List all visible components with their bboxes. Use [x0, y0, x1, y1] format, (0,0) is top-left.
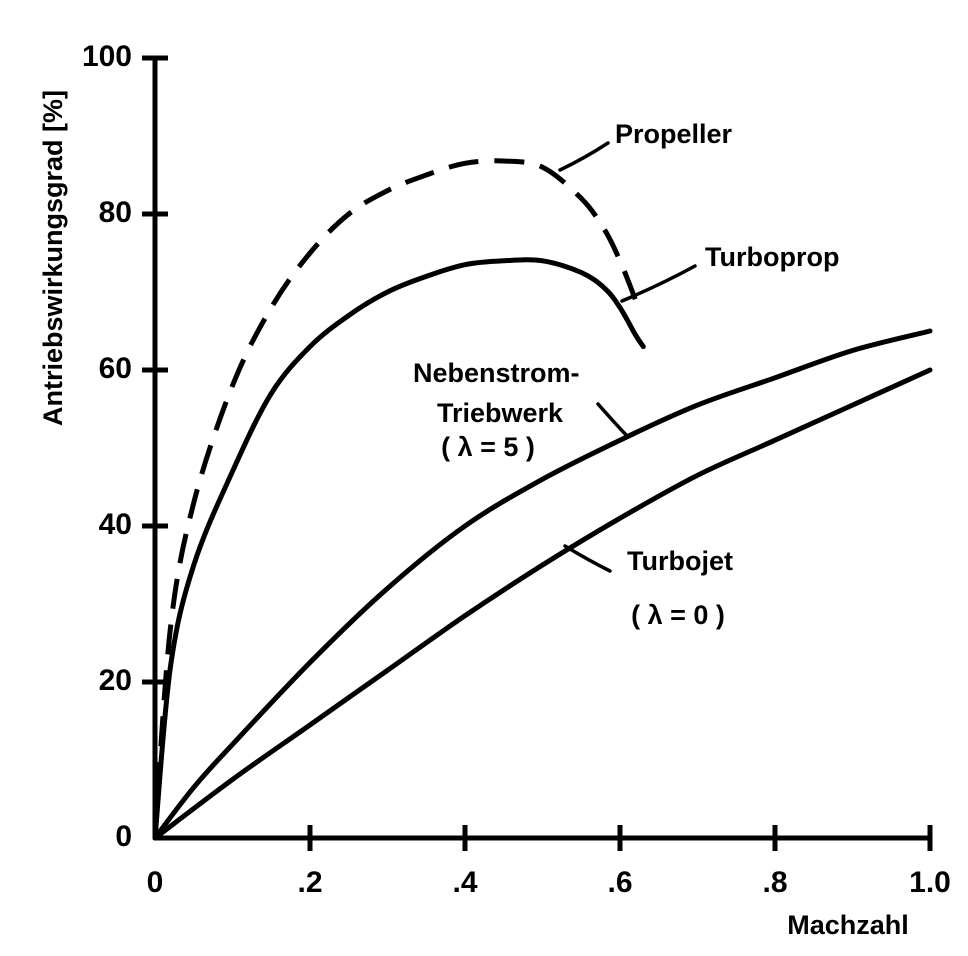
- leader-propeller: [558, 141, 610, 172]
- x-tick-label: 1.0: [909, 866, 951, 899]
- leader-turbojet: [563, 544, 612, 573]
- axes: [152, 55, 933, 841]
- series-line-turbojet: [152, 367, 933, 841]
- ticks: [142, 55, 933, 851]
- y-tick-label: 80: [99, 196, 132, 229]
- series-line-turboprop: [152, 257, 646, 841]
- series-sublabel-nebenstrom: ( λ = 5 ): [441, 432, 535, 462]
- leader-nebenstrom: [596, 402, 630, 439]
- y-tick-label: 20: [99, 664, 132, 697]
- series-label-turbojet: Turbojet: [627, 546, 733, 576]
- y-tick-label: 0: [115, 820, 132, 853]
- series-label-propeller: Propeller: [615, 119, 733, 149]
- label-leaders: [558, 141, 697, 573]
- leader-turboprop: [620, 264, 697, 303]
- series-line-propeller: [152, 158, 638, 839]
- x-tick-label: .2: [297, 866, 322, 899]
- series-line-nebenstrom: [152, 328, 933, 841]
- y-tick-label: 60: [99, 352, 132, 385]
- tick-labels: 0 .2 .4 .6 .8 1.0 0 20 40 60 80 100: [82, 40, 951, 899]
- y-axis-title: Antriebswirkungsgrad [%]: [38, 90, 68, 426]
- x-tick-label: .8: [762, 866, 787, 899]
- x-tick-label: .6: [607, 866, 632, 899]
- series-label-nebenstrom: Nebenstrom- Triebwerk: [413, 358, 587, 428]
- series-sublabel-turbojet: ( λ = 0 ): [631, 600, 725, 630]
- series-label-turboprop: Turboprop: [705, 242, 839, 272]
- y-tick-label: 100: [82, 40, 132, 73]
- x-tick-label: .4: [452, 866, 477, 899]
- y-tick-label: 40: [99, 508, 132, 541]
- x-tick-label: 0: [147, 866, 164, 899]
- curves: [152, 158, 933, 841]
- labels: Antriebswirkungsgrad [%] Machzahl Propel…: [38, 90, 909, 940]
- x-axis-title: Machzahl: [787, 910, 909, 940]
